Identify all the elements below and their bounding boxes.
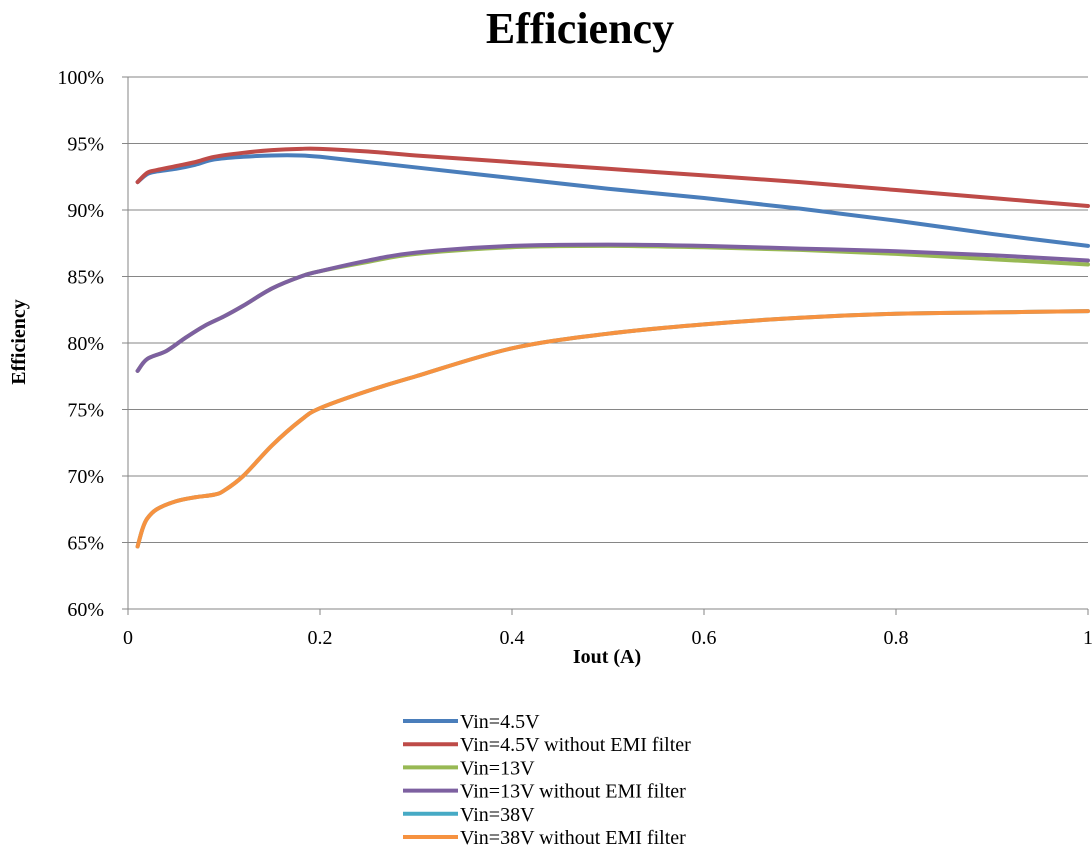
- series-line-5: [135, 309, 1090, 549]
- x-tick-label: 0: [123, 627, 133, 649]
- series-line-2: [135, 146, 1090, 209]
- legend-label: Vin=13V without EMI filter: [460, 781, 686, 803]
- y-axis-label: Efficiency: [8, 299, 30, 385]
- y-tick-label: 85%: [67, 267, 104, 289]
- y-tick-label: 70%: [67, 466, 104, 488]
- x-tick-label: 1: [1083, 627, 1092, 649]
- series-line-1: [135, 153, 1090, 248]
- y-tick-label: 65%: [67, 533, 104, 555]
- x-tick-label: 0.4: [500, 627, 525, 649]
- grid-lines: [128, 76, 1088, 543]
- x-axis-label: Iout (A): [573, 646, 641, 668]
- y-tick-label: 80%: [67, 333, 104, 355]
- series-line-6: [135, 309, 1090, 549]
- chart-title: Efficiency: [486, 4, 674, 53]
- series-lines: [135, 146, 1090, 549]
- x-tick-label: 0.8: [884, 627, 909, 649]
- tick-labels: 60% 65% 70% 75% 80% 85% 90% 95% 100% 0 0.2 0.4 0.6 0.…: [57, 67, 1092, 649]
- x-tick-label: 0.6: [692, 627, 717, 649]
- series-line-4: [135, 242, 1090, 373]
- series-line-3: [135, 243, 1090, 373]
- legend-label: Vin=38V without EMI filter: [460, 827, 686, 849]
- legend-label: Vin=4.5V without EMI filter: [460, 734, 691, 756]
- legend-label: Vin=13V: [460, 757, 535, 779]
- legend-label: Vin=4.5V: [460, 711, 540, 733]
- y-tick-label: 60%: [67, 599, 104, 621]
- y-tick-label: 95%: [67, 134, 104, 156]
- y-tick-label: 100%: [57, 67, 104, 89]
- legend-label: Vin=38V: [460, 804, 535, 826]
- y-tick-label: 90%: [67, 200, 104, 222]
- y-tick-label: 75%: [67, 400, 104, 422]
- x-tick-label: 0.2: [308, 627, 333, 649]
- axes: [122, 76, 1089, 615]
